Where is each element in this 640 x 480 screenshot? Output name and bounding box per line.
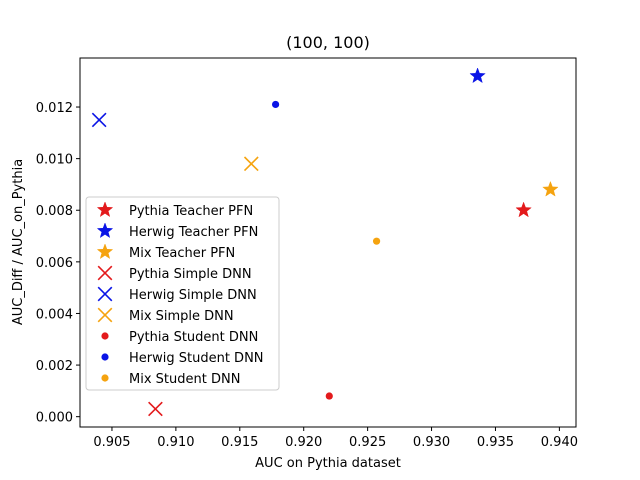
y-axis: 0.000 0.002 0.004 0.006 0.008 0.010 0.012 — [36, 101, 80, 426]
legend-marker-x — [97, 286, 113, 302]
data-points — [91, 67, 559, 417]
x-tick-label: 0.935 — [477, 435, 514, 450]
x-tick-label: 0.925 — [349, 435, 386, 450]
legend-marker-dot — [101, 353, 109, 361]
legend-box — [85, 196, 280, 391]
y-tick-label: 0.000 — [36, 411, 73, 426]
legend-marker-dot — [101, 332, 109, 340]
legend-label: Herwig Student DNN — [129, 351, 264, 366]
x-tick-label: 0.940 — [541, 435, 578, 450]
y-axis-label: AUC_Diff / AUC_on_Pythia — [11, 159, 26, 325]
point-x — [243, 156, 259, 172]
chart-title: (100, 100) — [286, 33, 370, 52]
x-tick-label: 0.915 — [221, 435, 258, 450]
point-dot — [372, 237, 381, 245]
point-x — [148, 401, 163, 417]
legend-marker-x — [97, 265, 113, 281]
legend-label: Pythia Student DNN — [129, 330, 258, 345]
x-tick-label: 0.920 — [285, 435, 322, 450]
legend-label: Herwig Teacher PFN — [129, 225, 258, 240]
y-tick-label: 0.004 — [36, 307, 73, 322]
legend-label: Mix Simple DNN — [129, 309, 234, 324]
x-tick-label: 0.930 — [413, 435, 450, 450]
legend-label: Pythia Teacher PFN — [129, 204, 253, 219]
x-axis: 0.905 0.910 0.915 0.920 0.925 0.930 0.935 0.940 — [93, 427, 578, 450]
x-axis-label: AUC on Pythia dataset — [255, 456, 401, 471]
legend-marker-star — [96, 243, 114, 260]
point-dot — [325, 392, 333, 400]
legend-label: Mix Teacher PFN — [129, 246, 235, 261]
legend-label: Mix Student DNN — [129, 372, 240, 387]
y-tick-label: 0.006 — [36, 256, 73, 271]
legend-marker-star — [96, 222, 114, 239]
y-tick-label: 0.010 — [36, 153, 73, 168]
legend-label: Pythia Simple DNN — [129, 267, 252, 282]
y-tick-label: 0.012 — [36, 101, 73, 116]
plot-area — [79, 57, 577, 428]
x-tick-label: 0.905 — [93, 435, 130, 450]
legend: Pythia Teacher PFN Herwig Teacher PFN Mix … — [85, 196, 280, 391]
point-dot — [271, 100, 280, 109]
point-star — [469, 67, 486, 84]
point-star — [542, 180, 559, 197]
legend-label: Herwig Simple DNN — [129, 288, 257, 303]
y-tick-label: 0.008 — [36, 204, 73, 219]
legend-marker-star — [96, 201, 114, 218]
y-tick-label: 0.002 — [36, 359, 73, 374]
x-tick-label: 0.910 — [157, 435, 194, 450]
point-star — [515, 201, 532, 218]
point-x — [91, 112, 107, 128]
legend-marker-dot — [101, 374, 109, 382]
legend-marker-x — [97, 307, 113, 323]
